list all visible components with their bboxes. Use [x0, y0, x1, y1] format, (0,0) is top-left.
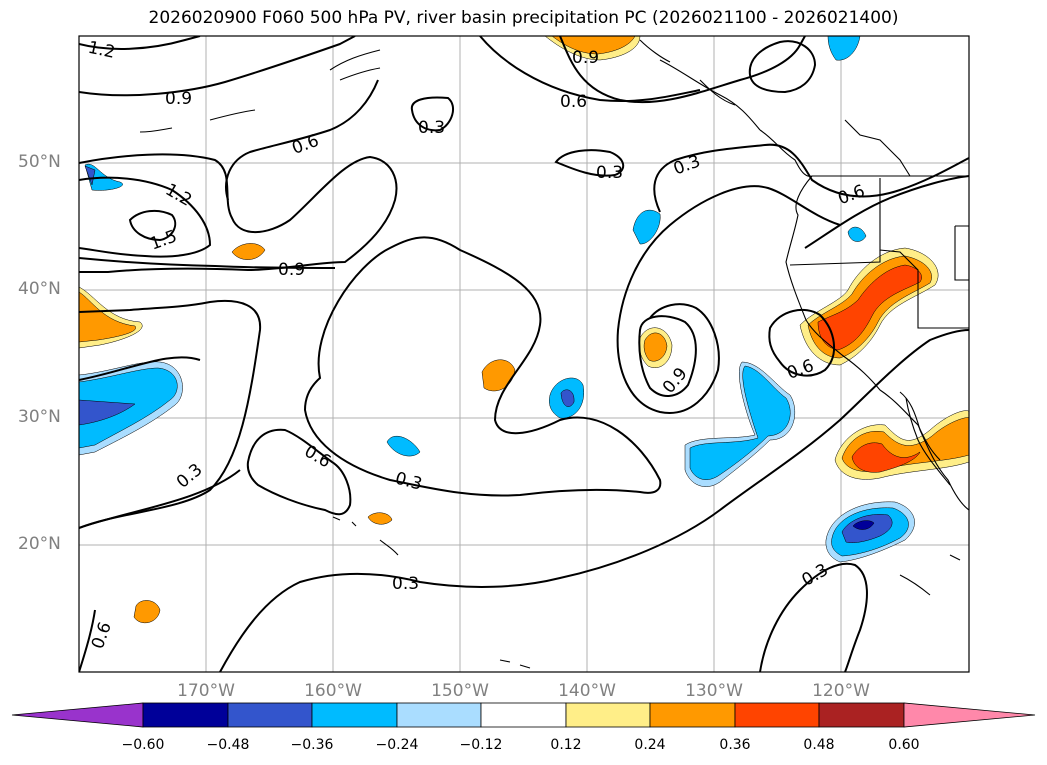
contour-label: 0.3: [173, 460, 207, 493]
precip-pos-west-core: [79, 291, 136, 343]
contour-06-lower: [768, 308, 836, 377]
colorbar-tick: −0.12: [459, 737, 503, 753]
lat-label: 20°N: [18, 534, 61, 554]
colorbar: [11, 702, 1036, 728]
colorbar-tick: 0.60: [888, 737, 920, 753]
lat-label: 30°N: [18, 407, 61, 427]
contour-12-top: [79, 36, 201, 50]
contour-label: 0.6: [560, 92, 587, 112]
lat-label: 40°N: [18, 279, 61, 299]
contour-03-small: [410, 96, 455, 132]
contour-03-south: [219, 329, 969, 672]
contour-label: 0.9: [659, 364, 692, 398]
colorbar-tick: 0.36: [719, 737, 751, 753]
lon-label: 130°W: [685, 681, 743, 701]
contour-15-west: [128, 209, 177, 242]
contour-label: 0.3: [418, 118, 445, 138]
precip-pos-coast-core: [817, 264, 922, 351]
gridlines: [79, 36, 969, 672]
pv-contours: [79, 36, 969, 672]
contour-label: 1.5: [147, 226, 179, 254]
colorbar-segment: [649, 702, 736, 728]
contour-03-south-rim: [759, 562, 868, 672]
precip-neg-east2: [632, 209, 661, 245]
colorbar-segment: [480, 702, 567, 728]
contour-06-nw: [225, 79, 379, 201]
precip-pos-small3: [367, 512, 393, 525]
precip-neg-south-core: [852, 520, 875, 530]
contour-label: 0.6: [784, 356, 816, 384]
contour-06-far: [804, 175, 969, 249]
contour-label: 1.2: [86, 38, 117, 63]
lon-label: 150°W: [431, 681, 489, 701]
map-title: 2026020900 F060 500 hPa PV, river basin …: [148, 8, 899, 28]
contour-06-sw: [79, 609, 96, 672]
colorbar-tick: 0.24: [634, 737, 666, 753]
colorbar-tick: −0.36: [290, 737, 334, 753]
precip-neg-east3: [847, 226, 867, 242]
colorbar-segment: [734, 702, 820, 728]
colorbar-segment: [818, 702, 905, 728]
contour-06-east: [559, 36, 806, 104]
contour-09-oval: [638, 315, 697, 397]
contour-06-left: [79, 153, 398, 273]
contour-06-ridge: [79, 300, 262, 529]
precip-pos-mid1: [481, 359, 516, 392]
contour-06-coast: [616, 185, 841, 414]
colorbar-tick: −0.48: [206, 737, 250, 753]
precip-pos-north-core: [551, 36, 636, 55]
precip-pos-baja-core: [851, 442, 921, 473]
contour-12-west: [79, 176, 212, 258]
contour-09-ne: [748, 40, 817, 94]
contour-03-coast: [653, 143, 969, 213]
contour-03-central: [79, 356, 241, 529]
contour-label: 0.9: [278, 260, 305, 280]
lon-label: 160°W: [304, 681, 362, 701]
precip-neg-small3: [386, 435, 421, 457]
colorbar-tick: 0.12: [550, 737, 582, 753]
precip-pos-small2: [133, 600, 161, 624]
precip-pos-mid2-core: [643, 332, 668, 362]
colorbar-low-arrow: [11, 702, 144, 728]
colorbar-segment: [142, 702, 229, 728]
contour-label: 0.6: [835, 181, 867, 209]
colorbar-tick: 0.48: [803, 737, 835, 753]
contour-label: 1.2: [162, 180, 195, 211]
lat-label: 50°N: [18, 152, 61, 172]
colorbar-segment: [311, 702, 398, 728]
contour-label: 0.9: [165, 89, 192, 109]
contour-03-top: [479, 36, 701, 103]
precip-neg-east1-core: [689, 365, 791, 480]
contour-label-group: 1.2 0.9 0.9 0.3 0.6 0.6 0.3 0.3 1.2 1.5 …: [86, 38, 867, 652]
colorbar-segment: [565, 702, 651, 728]
contour-label: 0.3: [392, 574, 419, 594]
colorbar-tick: −0.24: [375, 737, 419, 753]
contour-09-west: [79, 257, 336, 269]
contour-label: 0.6: [301, 442, 334, 473]
lon-label: 140°W: [558, 681, 616, 701]
precip-pos-small1: [231, 243, 266, 260]
lon-label: 170°W: [177, 681, 235, 701]
contour-label: 0.3: [596, 163, 623, 183]
contour-06-inner: [246, 428, 352, 516]
colorbar-segment: [227, 702, 313, 728]
colorbar-segment: [396, 702, 482, 728]
contour-03-oval: [554, 149, 625, 177]
contour-09-top: [79, 36, 356, 97]
coastlines: [139, 39, 969, 669]
contour-03-trough: [303, 236, 662, 497]
colorbar-tick: −0.60: [121, 737, 165, 753]
lon-label: 120°W: [812, 681, 870, 701]
contour-label: 0.3: [671, 151, 703, 179]
plot-frame: [78, 35, 970, 673]
precip-fills: [79, 36, 969, 624]
precip-neg-north: [827, 36, 861, 61]
contour-label: 0.9: [572, 48, 599, 68]
precip-neg-mid1-core: [560, 389, 575, 407]
colorbar-high-arrow: [903, 702, 1036, 728]
contour-label: 0.3: [393, 468, 424, 494]
